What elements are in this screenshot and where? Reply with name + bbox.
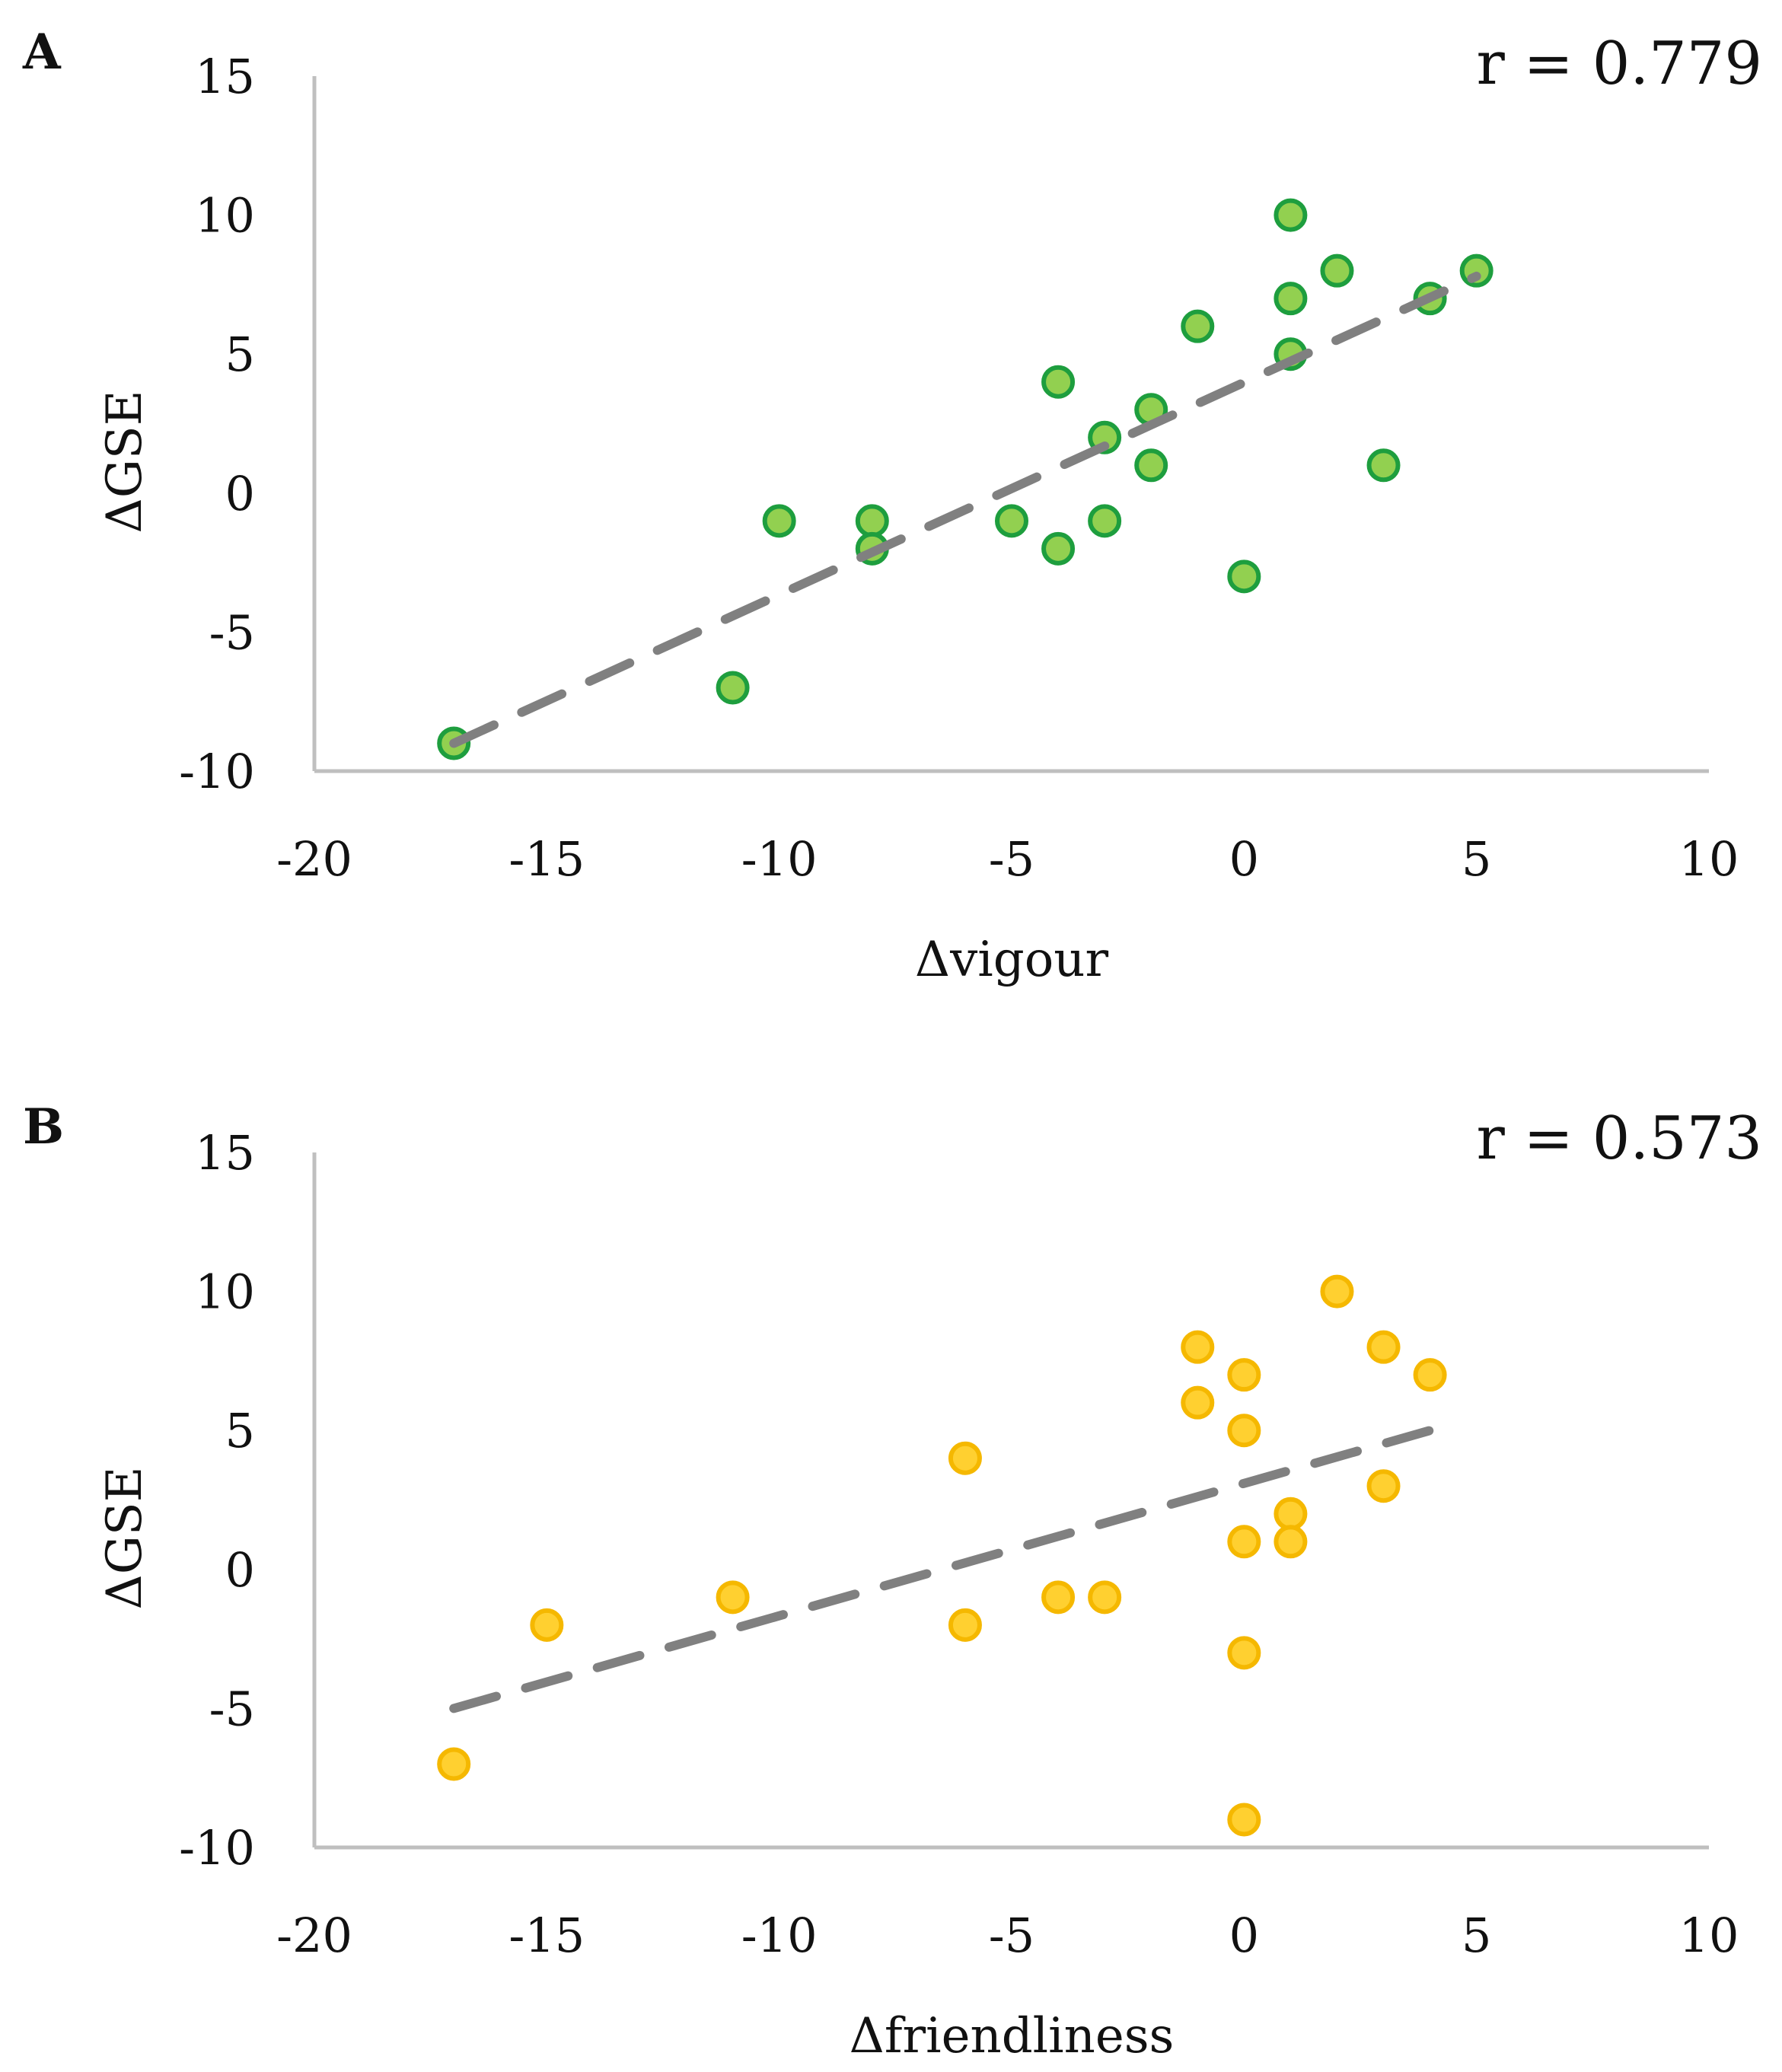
y-tick-label: 10 [195,1264,255,1320]
x-tick-label: -10 [741,1908,818,1963]
data-point [995,504,1028,538]
data-point [1320,1274,1354,1309]
data-point [1041,531,1076,566]
data-point [1320,253,1354,288]
data-point [1366,1469,1401,1503]
x-tick-label: 5 [1462,1908,1491,1963]
x-tick-label: 0 [1229,1908,1259,1963]
panel-letter: B [23,1098,64,1156]
data-point [1366,448,1401,483]
data-point [762,504,796,538]
x-tick-label: 10 [1679,1908,1739,1963]
x-tick-label: 10 [1679,831,1739,887]
y-tick-label: 15 [195,1125,255,1181]
y-axis-title: ΔGSE [97,390,153,534]
data-point [1227,1358,1261,1392]
x-tick-label: 0 [1229,831,1259,887]
data-point [1274,282,1308,316]
data-point [1227,559,1261,594]
y-tick-label: -5 [209,604,255,660]
panel-b: B 15 10 5 0 -5 -10 -20 -15 -10 -5 0 5 10 Δfriendliness… [23,1098,1762,2064]
data-point [948,1441,982,1475]
y-tick-label: 10 [195,188,255,244]
data-point [1366,1330,1401,1364]
x-axis-title: Δvigour [915,932,1109,988]
data-point [1181,1385,1215,1420]
y-tick-label: 15 [195,49,255,104]
data-point [530,1608,564,1642]
data-point [1041,1580,1076,1615]
x-tick-label: 5 [1462,831,1491,887]
y-tick-label: 0 [225,466,255,521]
x-tick-label: -15 [508,1908,585,1963]
x-tick-label: -10 [741,831,818,887]
data-point [1227,1636,1261,1670]
data-point [1274,1497,1308,1531]
data-point [1227,1803,1261,1837]
data-point [1413,1358,1447,1392]
y-tick-label: 0 [225,1542,255,1598]
data-point [716,1580,750,1615]
correlation-label: r = 0.573 [1476,1105,1762,1173]
x-tick-label: -15 [508,831,585,887]
data-point [1181,1330,1215,1364]
data-point [1274,198,1308,232]
panel-a: A 15 10 5 0 -5 -10 -20 -15 -10 -5 0 5 10 Δvigour ΔGSE r … [22,24,1762,988]
x-tick-label: -5 [989,1908,1034,1963]
y-axis-title: ΔGSE [97,1467,153,1610]
trendline [449,1426,1435,1713]
trendline [449,271,1481,748]
data-point [716,671,750,705]
y-tick-label: 5 [225,327,255,382]
data-point [855,504,889,538]
panel-letter: A [22,24,62,81]
data-point [1134,448,1168,483]
data-point [1181,309,1215,343]
y-tick-label: -10 [179,744,255,799]
data-point [1274,1525,1308,1559]
data-point [1088,1580,1122,1615]
data-point [1227,1525,1261,1559]
data-point [1088,504,1122,538]
y-tick-label: -5 [209,1681,255,1736]
data-point [437,1747,471,1781]
y-tick-label: -10 [179,1820,255,1876]
x-tick-label: -20 [276,831,352,887]
x-tick-label: -20 [276,1908,352,1963]
data-point [948,1608,982,1642]
data-point [1041,365,1076,399]
data-point [1227,1414,1261,1448]
x-tick-label: -5 [989,831,1034,887]
correlation-label: r = 0.779 [1476,30,1762,98]
y-tick-label: 5 [225,1403,255,1458]
x-axis-title: Δfriendliness [850,2008,1175,2064]
